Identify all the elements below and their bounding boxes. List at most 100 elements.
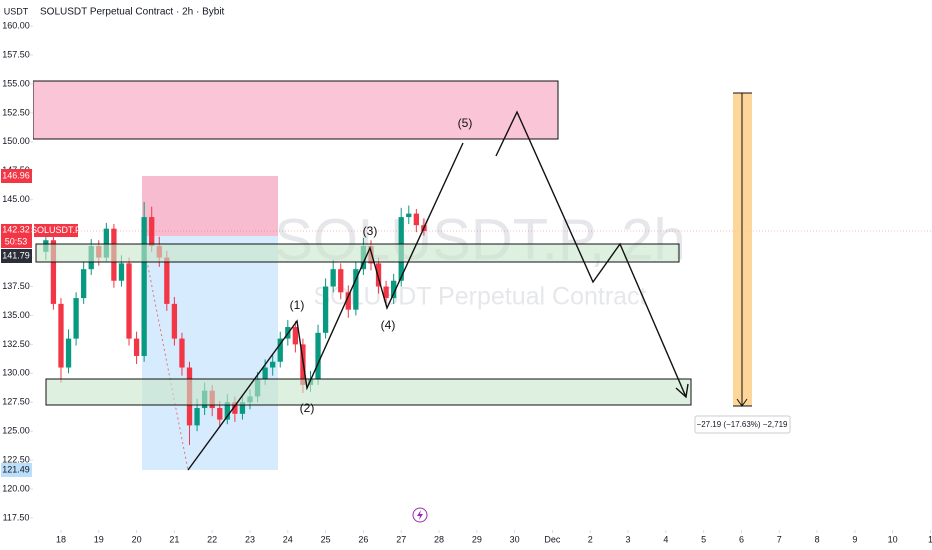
candle-body (164, 257, 170, 304)
x-tick-label: 29 (472, 534, 482, 544)
event-bolt (417, 510, 423, 520)
measure-box (694, 415, 791, 434)
level-tag: 141.79 (2, 250, 30, 260)
watermark-subtitle: SOLUSDT Perpetual Contract (313, 283, 646, 311)
countdown-tag: 50:53 (5, 236, 28, 246)
y-tick-label: 125.00 (2, 426, 30, 436)
x-tick-label: 28 (434, 534, 444, 544)
y-tick-label: 135.00 (2, 310, 30, 320)
candle-body (413, 213, 419, 226)
price-tag-bg (1, 169, 32, 183)
candle-body (141, 217, 147, 356)
y-tick-label: 117.50 (3, 512, 30, 522)
y-tick-label: 120.00 (2, 483, 30, 493)
candle-body (232, 402, 238, 414)
candle-body (118, 263, 125, 281)
x-tick-label: 27 (396, 534, 406, 544)
price-tag-bg (1, 224, 32, 248)
wave-label: (1) (290, 298, 305, 312)
support-zone (45, 378, 692, 406)
candle-body (383, 286, 389, 299)
y-tick-label: 145.00 (2, 194, 30, 204)
candle-body (375, 263, 382, 287)
x-tick-label: 4 (663, 534, 668, 544)
wave-label: (4) (381, 318, 396, 332)
measure-arrow (736, 398, 748, 407)
candle-body (239, 402, 246, 414)
candle-body (292, 327, 299, 345)
candle-body (224, 402, 230, 420)
price-axis (0, 0, 33, 530)
candle-body (194, 408, 200, 426)
x-tick-label: 5 (701, 534, 706, 544)
x-tick-label: 22 (207, 534, 217, 544)
candle-body (179, 338, 185, 368)
candle-body (133, 338, 140, 356)
x-tick-label: 26 (358, 534, 368, 544)
candle-body (103, 228, 109, 258)
y-tick-label: 122.50 (2, 454, 30, 464)
watermark: SOLUSDT.P, 2h (274, 207, 686, 272)
candle-body (262, 367, 268, 380)
candle-body (149, 217, 155, 247)
candle-body (345, 292, 351, 310)
candle-body (73, 298, 79, 339)
x-tick-label: 20 (132, 534, 142, 544)
y-tick-label: 127.50 (2, 397, 30, 407)
y-tick-label: 157.50 (2, 49, 30, 59)
x-tick-label: 6 (739, 534, 744, 544)
low-tag: 121.49 (2, 464, 30, 474)
x-tick-label: 2 (588, 534, 593, 544)
wave-path (187, 142, 464, 471)
chart-title: SOLUSDT Perpetual Contract · 2h · Bybit (40, 7, 225, 18)
price-tag-bg (1, 463, 32, 477)
x-tick-label: 23 (245, 534, 255, 544)
y-tick-label: 150.00 (2, 136, 30, 146)
candle-body (270, 361, 276, 368)
candle-body (58, 303, 64, 368)
measure-label: −27.19 (−17.63%) −2,719 (697, 420, 789, 429)
wave-label: (5) (458, 116, 473, 130)
x-tick-label: 24 (283, 534, 293, 544)
header (0, 0, 932, 22)
candle-body (338, 269, 344, 293)
arrow-head (675, 383, 689, 399)
candle-body (81, 269, 87, 299)
x-tick-label: 30 (510, 534, 520, 544)
y-tick-label: 130.00 (2, 368, 30, 378)
x-tick-label: 9 (852, 534, 857, 544)
currency: USDT (4, 6, 29, 16)
x-tick-label: 19 (94, 534, 104, 544)
candle-body (277, 338, 283, 362)
x-tick-label: 18 (56, 534, 66, 544)
candle-body (406, 213, 412, 218)
symbol-tag-bg (34, 224, 78, 237)
target-zone (142, 236, 278, 470)
symbol-tag: SOLUSDT.P (31, 225, 81, 235)
candle-body (391, 280, 397, 299)
x-tick-label: Dec (544, 534, 561, 544)
candle-body (217, 408, 223, 420)
y-tick-label: 155.00 (2, 78, 30, 88)
wave-label: (3) (363, 224, 378, 238)
x-tick-label: 3 (626, 534, 631, 544)
y-tick-label: 132.50 (2, 339, 30, 349)
projection-path (495, 110, 687, 398)
candle-body (322, 286, 329, 333)
wave-label: (2) (300, 401, 315, 415)
last-price-tag: 142.32 (2, 224, 30, 234)
candle-body (50, 240, 57, 304)
candle-body (315, 332, 321, 380)
resistance-zone (35, 243, 680, 263)
candle-body (126, 263, 132, 339)
stop-zone (142, 176, 278, 236)
price-tag-bg (1, 249, 32, 263)
y-tick-label: 137.50 (2, 281, 30, 291)
candle-body (330, 269, 336, 287)
x-tick-label: 1 (928, 534, 932, 544)
x-tick-label: 10 (888, 534, 898, 544)
x-tick-label: 7 (777, 534, 782, 544)
candle-body (353, 269, 359, 310)
y-tick-label: 152.50 (2, 107, 30, 117)
